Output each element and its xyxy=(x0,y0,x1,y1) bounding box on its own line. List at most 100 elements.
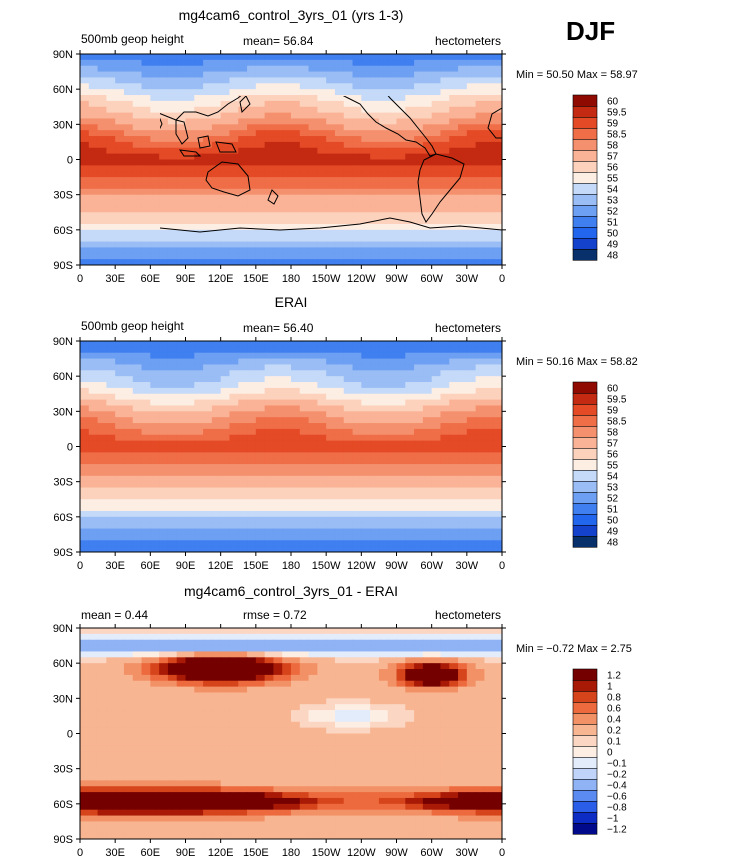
field-cell xyxy=(449,417,459,424)
field-cell xyxy=(247,229,257,237)
field-cell xyxy=(308,95,318,102)
field-cell xyxy=(123,639,134,647)
field-cell xyxy=(159,645,169,653)
field-cell xyxy=(176,212,187,219)
field-cell xyxy=(396,159,406,166)
field-cell xyxy=(220,475,231,483)
field-cell xyxy=(334,428,345,436)
y-tick-label: 90S xyxy=(53,547,73,559)
field-cell xyxy=(326,352,336,360)
field-cell xyxy=(378,651,389,658)
field-cell xyxy=(282,710,292,717)
field-cell xyxy=(326,364,336,371)
field-cell xyxy=(167,510,178,518)
field-cell xyxy=(203,434,213,442)
field-cell xyxy=(176,223,187,231)
field-cell xyxy=(326,704,336,711)
field-cell xyxy=(211,364,222,371)
field-cell xyxy=(449,393,459,401)
field-cell xyxy=(378,446,389,453)
field-cell xyxy=(185,481,195,489)
field-cell xyxy=(431,499,442,506)
field-cell xyxy=(458,112,468,120)
field-cell xyxy=(211,387,222,395)
field-cell xyxy=(273,341,283,348)
field-cell xyxy=(299,358,310,366)
field-cell xyxy=(449,516,459,524)
field-cell xyxy=(141,440,151,448)
field-cell xyxy=(194,704,204,711)
field-cell xyxy=(97,458,107,465)
field-cell xyxy=(352,223,362,231)
field-cell xyxy=(141,212,151,219)
field-cell xyxy=(273,721,283,729)
field-cell xyxy=(370,686,380,694)
field-cell xyxy=(334,141,345,149)
field-cell xyxy=(291,124,301,131)
field-cell xyxy=(150,417,160,424)
field-cell xyxy=(255,71,266,79)
field-cell xyxy=(317,516,327,524)
field-cell xyxy=(211,59,222,67)
field-cell xyxy=(378,89,389,96)
field-cell xyxy=(370,739,380,746)
field-cell xyxy=(203,745,213,752)
field-cell xyxy=(159,118,169,125)
field-cell xyxy=(414,411,424,418)
field-cell xyxy=(264,136,275,143)
field-cell xyxy=(247,200,257,207)
field-cell xyxy=(211,751,222,758)
field-cell xyxy=(484,657,494,664)
field-cell xyxy=(123,417,134,424)
field-cell xyxy=(255,715,266,723)
field-cell xyxy=(317,83,327,90)
field-cell xyxy=(97,417,107,424)
field-cell xyxy=(291,399,301,407)
field-cell xyxy=(229,458,239,465)
field-cell xyxy=(185,745,195,752)
field-cell xyxy=(247,540,257,547)
field-cell xyxy=(484,235,494,243)
field-cell xyxy=(150,247,160,254)
field-cell xyxy=(123,147,134,155)
field-cell xyxy=(422,493,433,500)
field-cell xyxy=(466,458,477,465)
field-cell xyxy=(229,141,239,149)
field-cell xyxy=(238,721,248,729)
field-cell xyxy=(317,780,327,787)
field-cell xyxy=(238,446,248,453)
field-cell xyxy=(361,405,371,412)
field-cell xyxy=(80,733,90,740)
map xyxy=(79,627,503,840)
field-cell xyxy=(194,364,204,371)
field-cell xyxy=(361,130,371,137)
field-cell xyxy=(80,229,90,237)
field-cell xyxy=(88,106,99,114)
field-cell xyxy=(220,352,231,360)
field-cell xyxy=(326,188,336,196)
field-cell xyxy=(343,118,354,125)
field-cell xyxy=(466,405,477,412)
field-cell xyxy=(484,739,494,746)
field-cell xyxy=(150,651,160,658)
field-cell xyxy=(475,774,486,781)
field-cell xyxy=(273,65,283,73)
field-cell xyxy=(299,171,310,178)
field-cell xyxy=(273,440,283,448)
field-cell xyxy=(484,733,494,740)
field-cell xyxy=(343,247,354,254)
field-cell xyxy=(282,358,292,366)
field-cell xyxy=(150,464,160,471)
field-cell xyxy=(291,645,301,653)
field-cell xyxy=(370,341,380,348)
field-cell xyxy=(176,505,187,512)
field-cell xyxy=(273,59,283,67)
field-cell xyxy=(132,229,143,237)
field-cell xyxy=(308,686,318,694)
field-cell xyxy=(220,212,231,219)
field-cell xyxy=(440,247,450,254)
field-cell xyxy=(458,259,468,265)
field-cell xyxy=(414,212,424,219)
field-cell xyxy=(378,458,389,465)
field-cell xyxy=(440,124,450,131)
